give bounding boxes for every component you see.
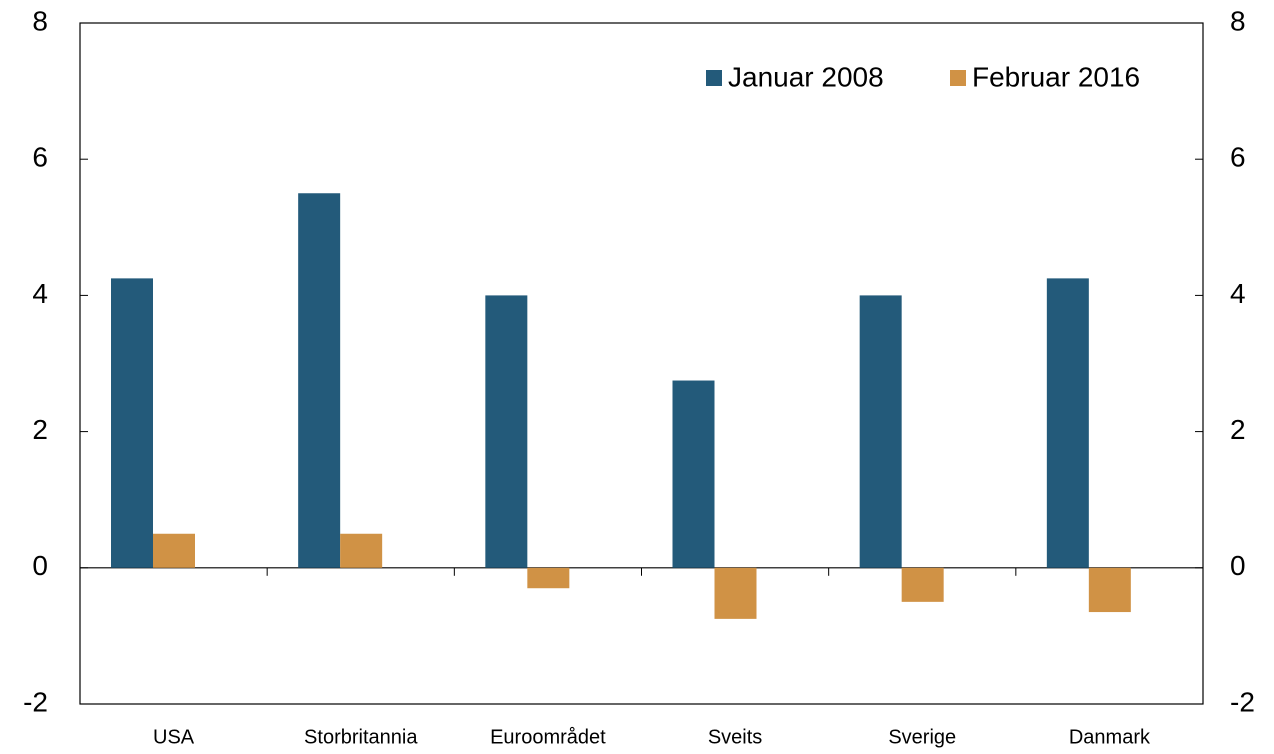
legend-swatch: [950, 70, 966, 86]
bar: [1046, 278, 1089, 568]
y-tick-label: 8: [32, 5, 48, 36]
x-tick-label: Euroområdet: [490, 726, 606, 748]
y2-tick-label: 6: [1230, 142, 1246, 173]
y-tick-label: 2: [32, 414, 48, 445]
y-tick-label: 0: [32, 550, 48, 581]
bar: [859, 295, 902, 568]
legend-label: Januar 2008: [728, 61, 884, 92]
bar: [901, 567, 944, 602]
y-tick-label: 4: [32, 278, 48, 309]
bar: [1088, 567, 1131, 613]
legend-swatch: [706, 70, 722, 86]
y2-tick-label: -2: [1230, 686, 1255, 717]
bar: [111, 278, 153, 568]
bar: [485, 295, 528, 568]
legend-label: Februar 2016: [972, 61, 1140, 92]
bar: [714, 567, 757, 619]
bar: [672, 380, 715, 568]
y2-tick-label: 2: [1230, 414, 1246, 445]
x-tick-label: Sveits: [708, 726, 762, 748]
y2-tick-label: 8: [1230, 5, 1246, 36]
plot-frame: [79, 22, 1204, 705]
x-tick-label: Sverige: [888, 726, 956, 748]
bar: [298, 193, 341, 568]
x-tick-label: Storbritannia: [304, 726, 418, 748]
y2-tick-label: 0: [1230, 550, 1246, 581]
y-tick-label: 6: [32, 142, 48, 173]
bar: [527, 567, 570, 589]
bar: [153, 533, 195, 568]
x-tick-label: USA: [153, 726, 195, 748]
x-tick-label: Danmark: [1069, 726, 1151, 748]
y-tick-label: -2: [23, 686, 48, 717]
y2-tick-label: 4: [1230, 278, 1246, 309]
bar: [340, 533, 383, 568]
